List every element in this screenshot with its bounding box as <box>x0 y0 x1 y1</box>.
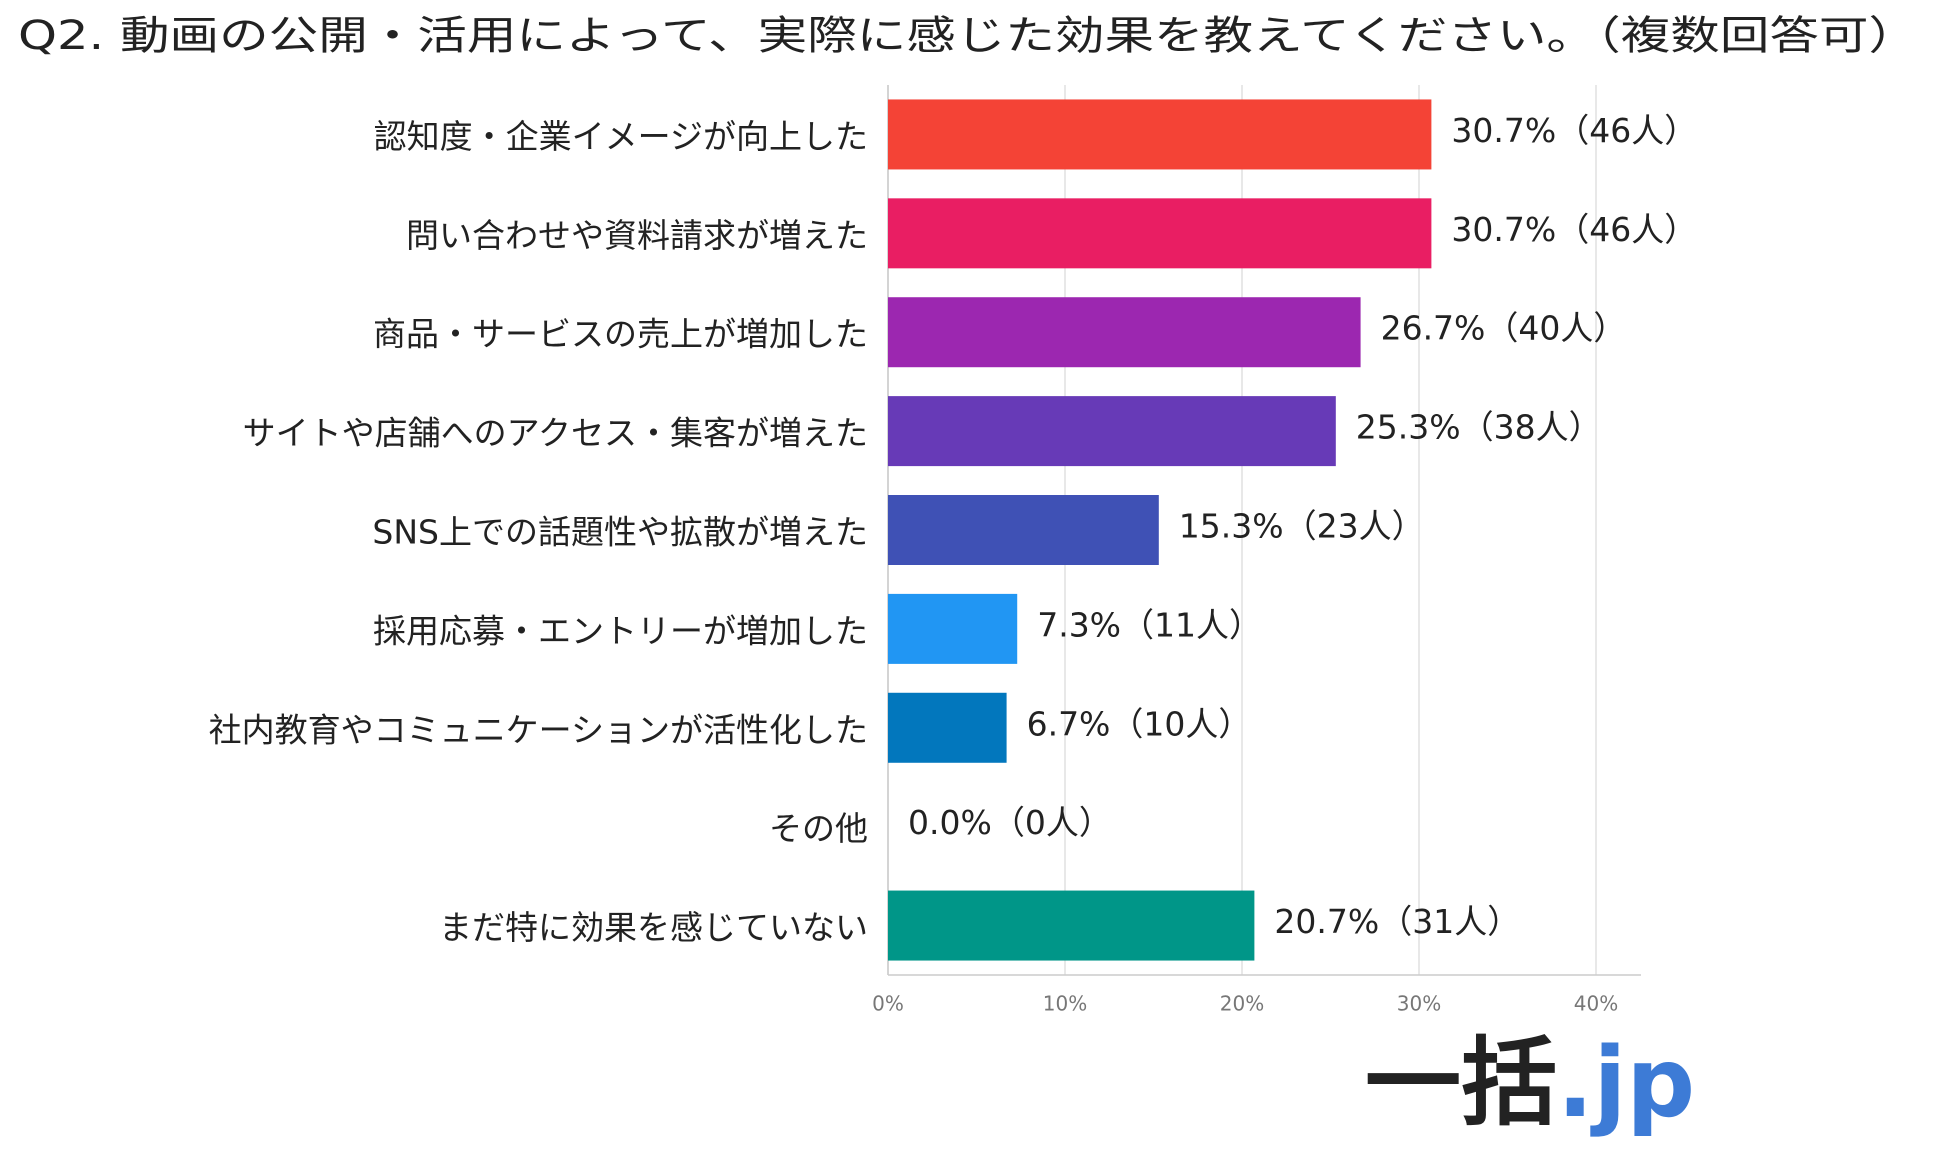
y-tick-label: SNS上での話題性や拡散が増えた <box>372 513 868 552</box>
chart-title: Q2. 動画の公開・活用によって、実際に感じた効果を教えてください。（複数回答可… <box>18 13 1918 59</box>
y-tick-label: 商品・サービスの売上が増加した <box>373 315 868 354</box>
y-tick-label: 社内教育やコミュニケーションが活性化した <box>209 710 868 749</box>
y-tick-label: サイトや店舗へのアクセス・集客が増えた <box>243 414 868 453</box>
logo-suffix: .jp <box>1557 1027 1695 1139</box>
logo-main: 一括 <box>1365 1027 1557 1139</box>
bar <box>888 593 1018 664</box>
bar <box>888 99 1432 170</box>
value-label: 20.7%（31人） <box>1274 902 1520 941</box>
value-label: 30.7%（46人） <box>1451 210 1697 249</box>
y-tick-label: 採用応募・エントリーが増加した <box>373 611 868 650</box>
value-label: 25.3%（38人） <box>1356 408 1602 447</box>
bar <box>888 692 1007 763</box>
bar <box>888 495 1159 565</box>
bar <box>888 890 1255 961</box>
value-label: 0.0%（0人） <box>908 803 1112 842</box>
y-tick-label: 問い合わせや資料請求が増えた <box>406 216 868 255</box>
value-label: 6.7%（10人） <box>1027 704 1252 743</box>
x-tick-label: 0% <box>872 992 904 1016</box>
value-label: 30.7%（46人） <box>1451 111 1697 150</box>
logo: 一括.jp <box>1365 1027 1695 1139</box>
bar <box>888 396 1336 467</box>
value-label: 15.3%（23人） <box>1179 507 1425 546</box>
x-tick-label: 40% <box>1574 992 1618 1016</box>
value-label: 7.3%（11人） <box>1037 605 1262 644</box>
y-tick-label: 認知度・企業イメージが向上した <box>374 117 868 156</box>
y-tick-label: まだ特に効果を感じていない <box>439 908 868 947</box>
value-label: 26.7%（40人） <box>1381 309 1627 348</box>
x-tick-label: 10% <box>1043 992 1087 1016</box>
x-tick-label: 30% <box>1397 992 1441 1016</box>
bar <box>888 198 1432 269</box>
x-tick-label: 20% <box>1220 992 1264 1016</box>
bar <box>888 297 1361 368</box>
y-tick-label: その他 <box>769 809 868 848</box>
